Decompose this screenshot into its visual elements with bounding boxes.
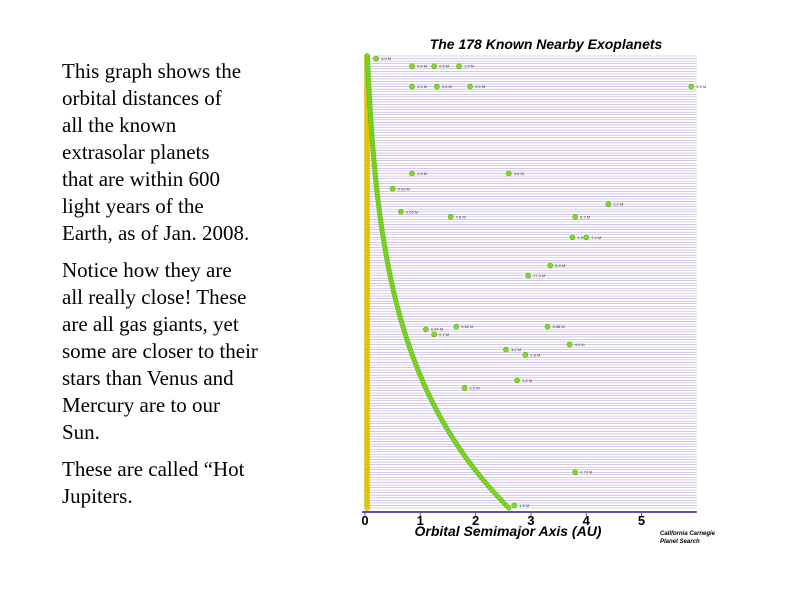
x-tick-label: 1 bbox=[417, 513, 424, 528]
x-tick-labels: 0 1 2 3 4 5 bbox=[361, 512, 645, 528]
planet-mass-label: 17.4 M bbox=[533, 273, 545, 278]
planet-point bbox=[431, 63, 437, 70]
planet-mass-label: 3.2 M bbox=[511, 347, 521, 352]
planet-mass-label: 0.7 M bbox=[439, 332, 449, 337]
planet-mass-label: 0.6 M bbox=[417, 64, 427, 69]
slide-text: This graph shows the orbital distances o… bbox=[62, 58, 312, 520]
chart-svg: The 178 Known Nearby Exoplanets 1.3 M 0.6… bbox=[361, 36, 716, 545]
planet-mass-label: 0.79 M bbox=[580, 470, 592, 475]
planet-point bbox=[423, 326, 429, 333]
planet-point bbox=[505, 170, 512, 177]
planet-point bbox=[547, 262, 554, 269]
planet-point bbox=[506, 505, 512, 511]
planet-mass-label: 7.8 M bbox=[456, 214, 466, 219]
x-tick-label: 0 bbox=[361, 513, 368, 528]
chart-title: The 178 Known Nearby Exoplanets bbox=[430, 36, 663, 52]
planet-mass-label: 0.5 M bbox=[475, 84, 485, 89]
planet-mass-label: 1.9 M bbox=[519, 503, 529, 508]
planet-mass-label: 3.9 M bbox=[696, 84, 706, 89]
planet-point bbox=[431, 331, 437, 338]
planet-point bbox=[373, 55, 379, 62]
planet-mass-label: 1.3 M bbox=[577, 235, 587, 240]
x-tick-label: 4 bbox=[583, 513, 591, 528]
planet-point bbox=[456, 63, 462, 70]
planet-point bbox=[525, 272, 531, 279]
planet-point bbox=[572, 469, 578, 476]
planet-point bbox=[544, 323, 551, 330]
planet-points: 1.3 M 0.6 M 0.6 M 1.5 M 4.3 M 0.6 M 0.5 M 3.9 M… bbox=[364, 53, 706, 511]
row-lines bbox=[365, 55, 697, 509]
planet-point bbox=[569, 234, 576, 241]
planet-point bbox=[688, 83, 695, 90]
x-tick-label: 2 bbox=[472, 513, 479, 528]
x-axis-label: Orbital Semimajor Axis (AU) bbox=[415, 523, 602, 539]
planet-point bbox=[434, 83, 440, 90]
credit-line-1: California Carnegie bbox=[660, 531, 716, 537]
planet-mass-label: 0.03 M bbox=[398, 186, 410, 191]
planet-mass-label: 0.62 M bbox=[461, 324, 473, 329]
planet-mass-label: 1.9 M bbox=[417, 171, 427, 176]
planet-point bbox=[389, 185, 396, 192]
planet-mass-label: 4.0 M bbox=[575, 342, 585, 347]
planet-point bbox=[467, 83, 473, 90]
planet-point bbox=[409, 170, 415, 177]
x-tick-label: 5 bbox=[638, 513, 645, 528]
planet-point bbox=[453, 323, 460, 330]
planet-point bbox=[398, 208, 404, 215]
planet-mass-label: 8.9 M bbox=[555, 263, 565, 268]
planet-mass-label: 2.2 M bbox=[613, 202, 623, 207]
paragraph-intro: This graph shows the orbital distances o… bbox=[62, 59, 250, 245]
x-tick-label: 3 bbox=[527, 513, 534, 528]
planet-mass-label: 4.3 M bbox=[417, 84, 427, 89]
host-star bbox=[364, 505, 370, 511]
planet-mass-label: 6.7 M bbox=[580, 214, 590, 219]
paragraph-hot-jupiters: These are called “Hot Jupiters. bbox=[62, 457, 245, 508]
planet-point bbox=[503, 346, 509, 353]
planet-mass-label: 0.6 M bbox=[442, 84, 452, 89]
planet-mass-label: 3.6 M bbox=[514, 171, 524, 176]
planet-mass-label: 1.5 M bbox=[464, 64, 474, 69]
planet-mass-label: 0.94 M bbox=[431, 327, 443, 332]
planet-point bbox=[522, 351, 529, 358]
planet-mass-label: 0.58 M bbox=[552, 324, 564, 329]
planet-point bbox=[605, 201, 612, 207]
paragraph-notice: Notice how they are all really close! Th… bbox=[62, 258, 258, 444]
planet-point bbox=[511, 502, 518, 509]
planet-point bbox=[566, 341, 573, 348]
planet-mass-label: 1.3 M bbox=[381, 56, 391, 61]
planet-point bbox=[409, 83, 415, 90]
planet-point bbox=[409, 63, 415, 70]
planet-mass-label: 1.6 M bbox=[530, 352, 540, 357]
planet-point bbox=[461, 385, 468, 391]
planet-mass-label: 0.05 M bbox=[406, 209, 418, 214]
planet-point bbox=[514, 377, 520, 384]
planet-mass-label: 2.2 M bbox=[470, 385, 480, 390]
planet-mass-label: 7.4 M bbox=[591, 235, 601, 240]
credit-line-2: Planet Search bbox=[660, 539, 700, 545]
planet-point bbox=[572, 214, 578, 220]
planet-point bbox=[447, 214, 454, 220]
planet-mass-label: 1.9 M bbox=[522, 378, 532, 383]
planet-mass-label: 0.6 M bbox=[439, 64, 449, 69]
planet-point bbox=[583, 234, 590, 241]
exoplanet-chart: The 178 Known Nearby Exoplanets 1.3 M 0.6… bbox=[322, 30, 722, 550]
